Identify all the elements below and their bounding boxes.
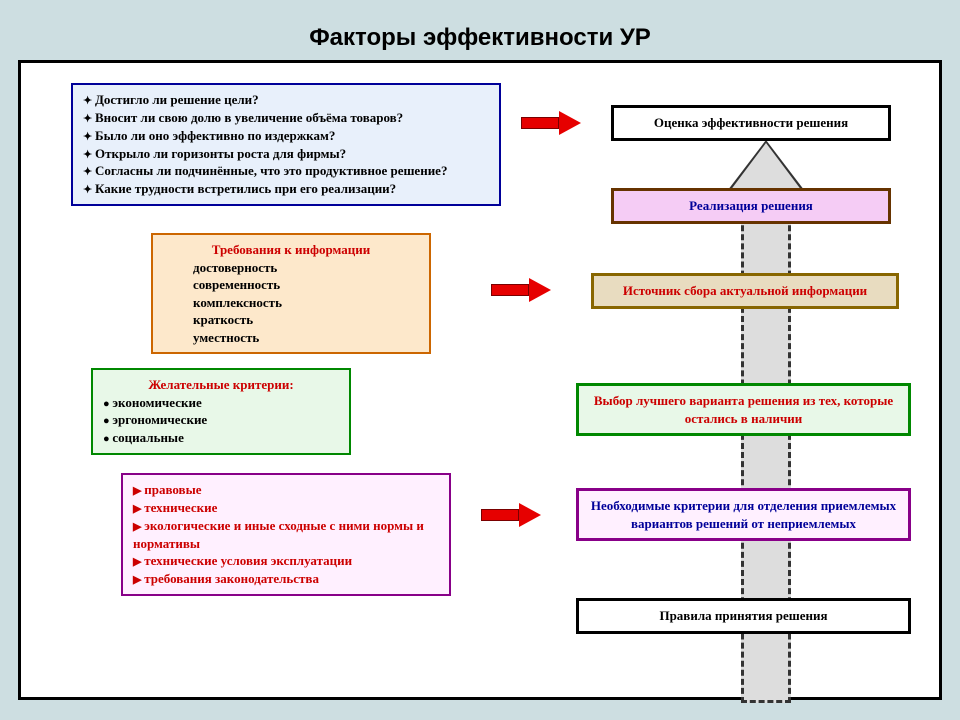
info-req-item: достоверность: [193, 259, 419, 277]
question-item: Было ли оно эффективно по издержкам?: [83, 127, 489, 145]
question-item: Согласны ли подчинённые, что это продукт…: [83, 162, 489, 180]
info-req-item: краткость: [193, 311, 419, 329]
mandatory-item: требования законодательства: [133, 570, 439, 588]
arrow-mandatory-to-criteria: [481, 503, 541, 527]
criteria-box: Необходимые критерии для отделения прием…: [576, 488, 911, 541]
choice-box: Выбор лучшего варианта решения из тех, к…: [576, 383, 911, 436]
info-req-item: современность: [193, 276, 419, 294]
arrow-info-to-source: [491, 278, 551, 302]
source-box: Источник сбора актуальной информации: [591, 273, 899, 309]
info-req-item: комплексность: [193, 294, 419, 312]
mandatory-item: технические условия эксплуатации: [133, 552, 439, 570]
eval-text: Оценка эффективности решения: [654, 115, 848, 130]
desirable-item: эргономические: [103, 411, 339, 429]
desirable-criteria-box: Желательные критерии: экономические эрго…: [91, 368, 351, 455]
eval-box: Оценка эффективности решения: [611, 105, 891, 141]
mandatory-item: правовые: [133, 481, 439, 499]
info-requirements-box: Требования к информации достоверность со…: [151, 233, 431, 354]
impl-box: Реализация решения: [611, 188, 891, 224]
mandatory-item: экологические и иные сходные с ними норм…: [133, 517, 439, 552]
diagram-frame: Достигло ли решение цели? Вносит ли свою…: [18, 60, 942, 700]
mandatory-criteria-box: правовые технические экологические и ины…: [121, 473, 451, 596]
question-item: Открыло ли горизонты роста для фирмы?: [83, 145, 489, 163]
question-item: Вносит ли свою долю в увеличение объёма …: [83, 109, 489, 127]
rules-text: Правила принятия решения: [659, 608, 827, 623]
criteria-text: Необходимые критерии для отделения прием…: [591, 498, 896, 531]
impl-text: Реализация решения: [689, 198, 813, 213]
source-text: Источник сбора актуальной информации: [623, 283, 867, 298]
info-req-item: уместность: [193, 329, 419, 347]
mandatory-item: технические: [133, 499, 439, 517]
info-req-title: Требования к информации: [163, 241, 419, 259]
mandatory-list: правовые технические экологические и ины…: [133, 481, 439, 588]
question-item: Достигло ли решение цели?: [83, 91, 489, 109]
questions-list: Достигло ли решение цели? Вносит ли свою…: [83, 91, 489, 198]
desirable-title: Желательные критерии:: [103, 376, 339, 394]
choice-text: Выбор лучшего варианта решения из тех, к…: [594, 393, 893, 426]
questions-box: Достигло ли решение цели? Вносит ли свою…: [71, 83, 501, 206]
rules-box: Правила принятия решения: [576, 598, 911, 634]
arrow-questions-to-eval: [521, 111, 581, 135]
page-title: Факторы эффективности УР: [0, 24, 960, 52]
question-item: Какие трудности встретились при его реал…: [83, 180, 489, 198]
desirable-item: социальные: [103, 429, 339, 447]
info-req-list: достоверность современность комплексност…: [163, 259, 419, 347]
desirable-list: экономические эргономические социальные: [103, 394, 339, 448]
desirable-item: экономические: [103, 394, 339, 412]
